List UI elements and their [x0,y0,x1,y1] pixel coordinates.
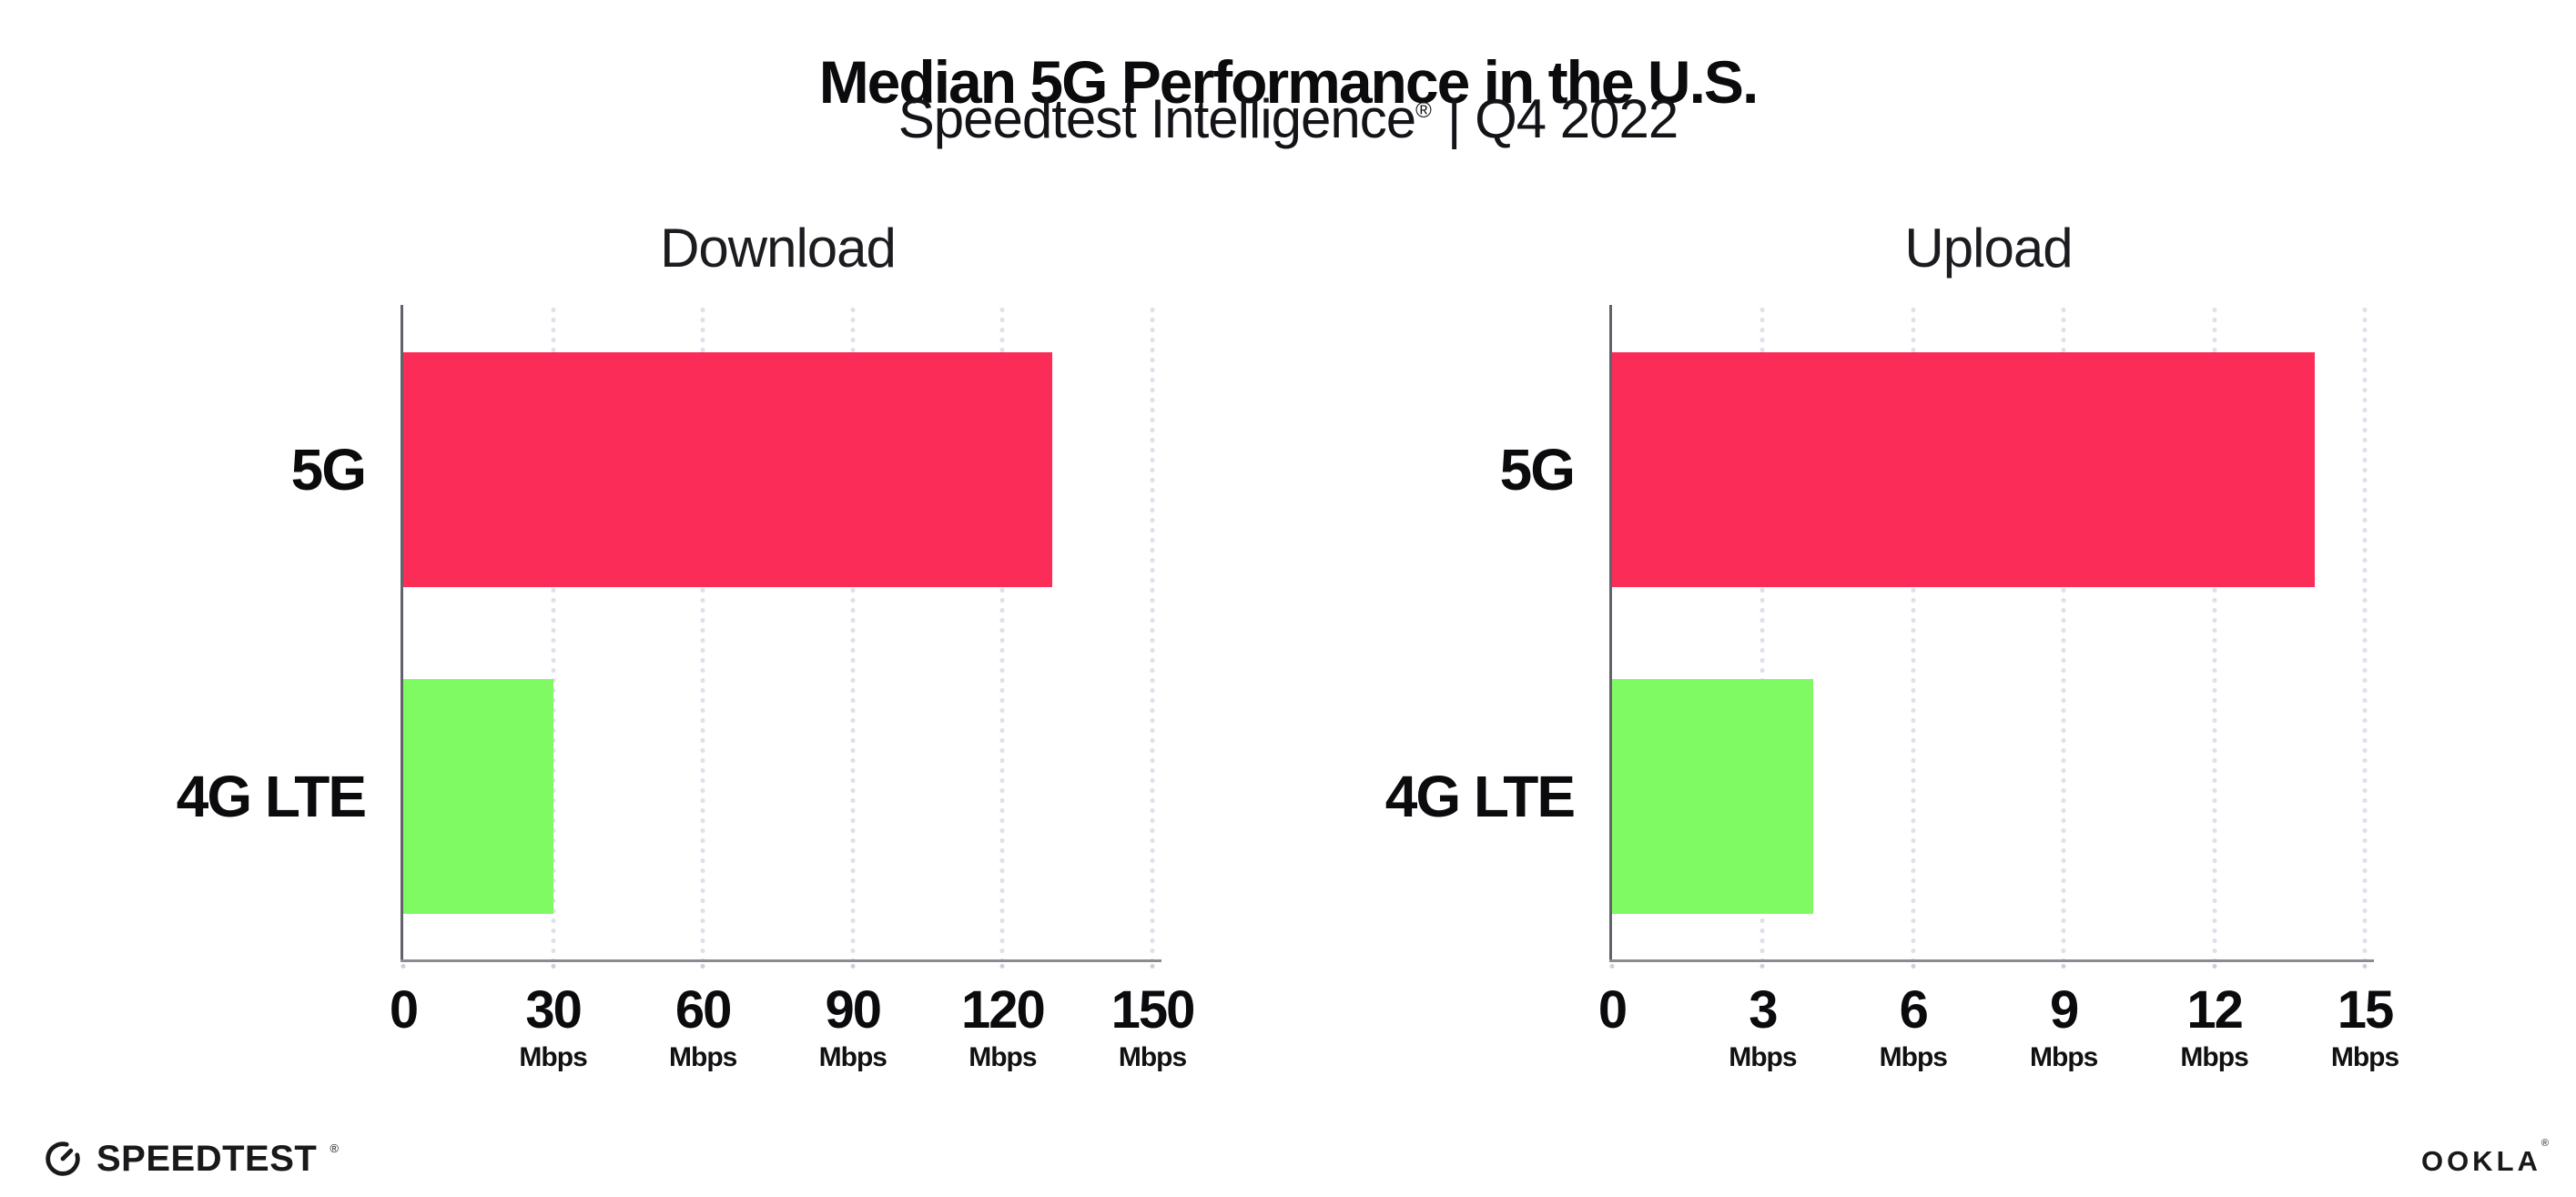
upload-chart-title: Upload [1904,218,2073,279]
tick-value: 120 [961,980,1046,1040]
tick-mark-6 [1911,964,1916,969]
tick-mark-0 [401,964,406,969]
speedtest-registered-mark: ® [330,1141,339,1155]
ookla-wordmark: OOKLA [2420,1145,2541,1177]
subtitle-period: | Q4 2022 [1446,88,1678,149]
speedtest-wordmark: SPEEDTEST [96,1138,318,1179]
page-subtitle: Speedtest Intelligence® | Q4 2022 [0,87,2576,150]
registered-mark: ® [1415,98,1432,123]
tick-value: 30 [525,980,583,1040]
tick-label-3: 3 Mbps [1729,980,1797,1073]
tick-unit: Mbps [1879,1041,1948,1072]
upload-bars: 5G 4G LTE [1385,305,2365,959]
tick-label-12: 12 Mbps [2180,980,2248,1073]
gauge-icon [46,1141,80,1176]
tick-label-60: 60 Mbps [669,980,737,1073]
tick-label-120: 120 Mbps [961,980,1046,1073]
tick-mark-15 [2362,964,2368,969]
tick-value: 9 [2050,980,2079,1040]
tick-value: 6 [1899,980,1929,1040]
tick-label-9: 9 Mbps [2030,980,2098,1073]
tick-label-0: 0 [389,980,419,1040]
tick-unit: Mbps [969,1041,1037,1072]
tick-value: 90 [825,980,883,1040]
tick-unit: Mbps [2330,1041,2399,1072]
gridline-3 [1760,305,1765,959]
tick-label-15: 15 Mbps [2330,980,2399,1073]
ookla-registered-mark: ® [2541,1138,2549,1149]
tick-value: 60 [674,980,733,1040]
tick-mark-0 [1609,964,1615,969]
gridline-15 [2362,305,2368,959]
tick-value: 0 [389,980,419,1040]
bar-row-5g: 5G [1500,352,2365,587]
gridline-60 [700,305,705,959]
bar-5g [403,352,1053,587]
tick-mark-3 [1760,964,1765,969]
tick-unit: Mbps [1118,1041,1187,1072]
tick-unit: Mbps [1729,1041,1797,1072]
bar-5g [1612,352,2315,587]
tick-mark-9 [2061,964,2066,969]
tick-unit: Mbps [669,1041,737,1072]
gridline-90 [850,305,856,959]
category-label-5g: 5G [290,437,367,502]
tick-unit: Mbps [2030,1041,2098,1072]
tick-mark-30 [551,964,556,969]
bar-row-4g-lte: 4G LTE [1385,679,2365,914]
tick-label-90: 90 Mbps [818,980,887,1073]
page-title: Median 5G Performance in the U.S. [818,48,1760,117]
category-label-4g-lte: 4G LTE [1384,764,1576,829]
gridline-150 [1150,305,1155,959]
download-plot-area: 5G 4G LTE 0 30 Mbps 60 Mbps 90 Mbps 120 Mbps 150 Mb… [177,305,1195,1072]
bar-row-5g: 5G [291,352,1152,587]
speedtest-logo: SPEEDTEST ® [42,1138,339,1180]
gridline-12 [2212,305,2217,959]
subtitle-brand: Speedtest Intelligence [898,88,1416,149]
download-chart-title: Download [660,218,897,279]
upload-plot-area: 5G 4G LTE 0 3 Mbps 6 Mbps 9 Mbps 12 Mbps 15 Mbps [1385,305,2399,1072]
tick-value: 12 [2186,980,2244,1040]
bar-row-4g-lte: 4G LTE [177,679,1152,914]
tick-label-150: 150 Mbps [1111,980,1196,1073]
category-label-4g-lte: 4G LTE [176,764,367,829]
gridline-6 [1911,305,1916,959]
gridline-120 [999,305,1005,959]
tick-value: 150 [1111,980,1196,1040]
tick-value: 0 [1597,980,1628,1040]
tick-unit: Mbps [519,1041,587,1072]
download-bars: 5G 4G LTE [177,305,1152,959]
tick-label-30: 30 Mbps [519,980,587,1073]
tick-unit: Mbps [818,1041,887,1072]
tick-mark-150 [1150,964,1155,969]
tick-mark-12 [2212,964,2217,969]
tick-mark-90 [850,964,856,969]
tick-label-6: 6 Mbps [1879,980,1948,1073]
category-label-5g: 5G [1499,437,1576,502]
gridline-30 [551,305,556,959]
tick-mark-120 [999,964,1005,969]
gridline-9 [2061,305,2066,959]
bar-4g-lte [1612,679,1813,914]
tick-value: 15 [2337,980,2395,1040]
tick-label-0: 0 [1597,980,1628,1040]
tick-unit: Mbps [2180,1041,2248,1072]
tick-value: 3 [1749,980,1778,1040]
ookla-logo: OOKLA® [2420,1138,2549,1178]
tick-mark-60 [700,964,705,969]
bar-4g-lte [403,679,553,914]
